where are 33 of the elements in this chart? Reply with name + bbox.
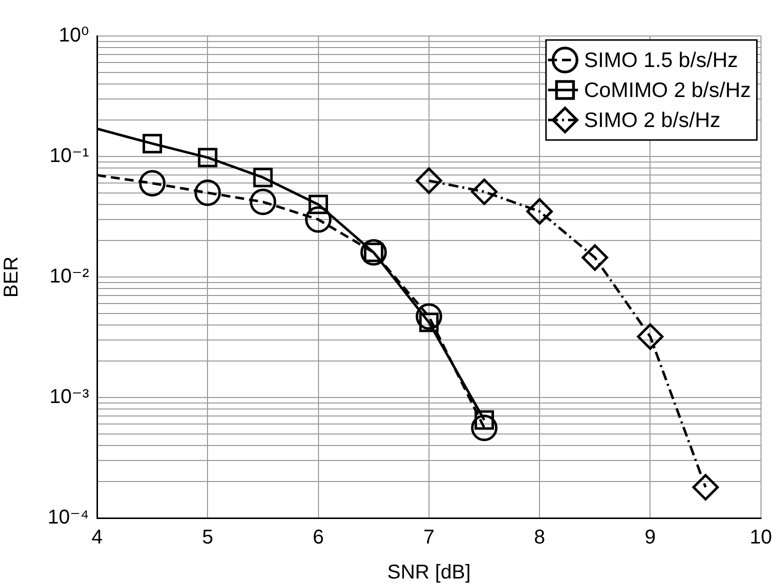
point [471,178,498,205]
x-tick-label: 10 [750,526,772,549]
point [305,206,332,233]
y-tick-label: 10⁻¹ [50,145,90,168]
point [198,148,218,168]
y-axis-title: BER [0,256,23,298]
legend-label: SIMO 1.5 b/s/Hz [584,48,738,72]
x-tick-label: 6 [312,526,324,549]
x-tick-label: 5 [202,526,214,549]
x-tick-label: 4 [91,526,103,549]
point [582,244,608,271]
x-tick-label: 8 [534,526,546,549]
point [142,134,162,154]
y-tick-label: 10⁻⁴ [48,506,89,529]
point [250,188,276,216]
point [416,303,442,330]
legend-label: CoMIMO 2 b/s/Hz [584,78,751,102]
point [308,194,328,214]
point [636,323,664,350]
x-tick-label: 7 [423,526,434,549]
y-tick-label: 10⁰ [58,24,89,47]
y-tick-label: 10⁻² [50,266,90,288]
point [416,167,442,194]
point [526,198,553,225]
point [471,414,498,442]
point [194,180,221,206]
point [253,168,273,188]
x-tick-label: 9 [644,526,656,549]
point [139,170,166,196]
point [692,474,719,500]
x-axis-title: SNR [dB] [387,562,471,584]
legend-label: SIMO 2 b/s/Hz [584,108,721,132]
y-tick-label: 10⁻³ [50,386,90,408]
